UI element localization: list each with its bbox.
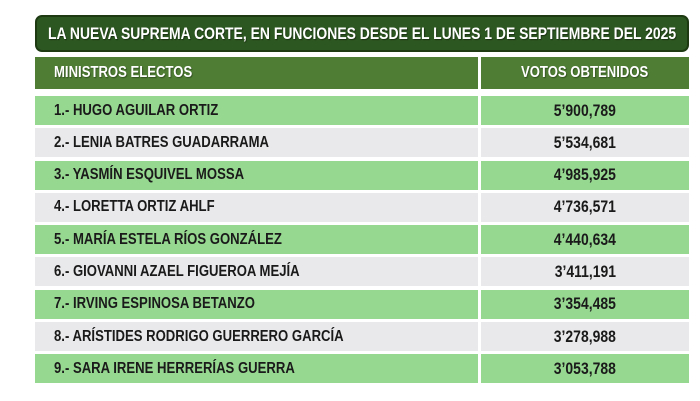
votes-cell: 4’985,925 bbox=[481, 160, 689, 190]
title-banner: LA NUEVA SUPREMA CORTE, EN FUNCIONES DES… bbox=[35, 15, 689, 52]
table-row: 5.- MARÍA ESTELA RÍOS GONZÁLEZ 4’440,634 bbox=[35, 225, 689, 255]
votes-cell: 5’900,789 bbox=[481, 96, 689, 125]
votes-value: 3’354,485 bbox=[553, 294, 617, 314]
table-row: 7.- IRVING ESPINOSA BETANZO 3’354,485 bbox=[35, 289, 689, 319]
table-row: 6.- GIOVANNI AZAEL FIGUEROA MEJÍA 3’411,… bbox=[35, 257, 689, 287]
votes-value: 3’411,191 bbox=[554, 261, 616, 281]
results-table: LA NUEVA SUPREMA CORTE, EN FUNCIONES DES… bbox=[35, 15, 689, 387]
minister-label: 9.- SARA IRENE HERRERÍAS GUERRA bbox=[54, 359, 295, 377]
header-votos-label: VOTOS OBTENIDOS bbox=[521, 64, 649, 81]
table-row: 2.- LENIA BATRES GUADARRAMA 5’534,681 bbox=[35, 128, 689, 158]
minister-label: 3.- YASMÍN ESQUIVEL MOSSA bbox=[54, 166, 245, 184]
header-ministros-electos: MINISTROS ELECTOS bbox=[35, 57, 478, 89]
table-row: 3.- YASMÍN ESQUIVEL MOSSA 4’985,925 bbox=[35, 160, 689, 190]
votes-cell: 5’534,681 bbox=[481, 128, 689, 158]
minister-label: 5.- MARÍA ESTELA RÍOS GONZÁLEZ bbox=[54, 230, 282, 248]
minister-cell: 8.- ARÍSTIDES RODRIGO GUERRERO GARCÍA bbox=[35, 322, 478, 352]
minister-label: 2.- LENIA BATRES GUADARRAMA bbox=[54, 133, 270, 151]
votes-cell: 3’053,788 bbox=[481, 354, 689, 384]
minister-cell: 2.- LENIA BATRES GUADARRAMA bbox=[35, 128, 478, 158]
votes-cell: 3’278,988 bbox=[481, 322, 689, 352]
votes-cell: 4’440,634 bbox=[481, 225, 689, 255]
votes-value: 5’900,789 bbox=[553, 100, 617, 120]
header-ministros-label: MINISTROS ELECTOS bbox=[54, 64, 193, 81]
votes-cell: 4’736,571 bbox=[481, 192, 689, 222]
header-votos-obtenidos: VOTOS OBTENIDOS bbox=[481, 57, 689, 89]
votes-value: 4’440,634 bbox=[553, 229, 617, 249]
minister-cell: 4.- LORETTA ORTIZ AHLF bbox=[35, 192, 478, 222]
minister-cell: 1.- HUGO AGUILAR ORTIZ bbox=[35, 96, 478, 125]
votes-value: 5’534,681 bbox=[553, 132, 617, 152]
minister-cell: 5.- MARÍA ESTELA RÍOS GONZÁLEZ bbox=[35, 225, 478, 255]
votes-value: 3’278,988 bbox=[553, 326, 617, 346]
votes-value: 3’053,788 bbox=[553, 358, 617, 378]
minister-label: 8.- ARÍSTIDES RODRIGO GUERRERO GARCÍA bbox=[54, 327, 344, 345]
table-body: 1.- HUGO AGUILAR ORTIZ 5’900,789 2.- LEN… bbox=[35, 96, 689, 384]
minister-cell: 7.- IRVING ESPINOSA BETANZO bbox=[35, 289, 478, 319]
votes-cell: 3’354,485 bbox=[481, 289, 689, 319]
minister-cell: 3.- YASMÍN ESQUIVEL MOSSA bbox=[35, 160, 478, 190]
minister-label: 4.- LORETTA ORTIZ AHLF bbox=[54, 198, 215, 216]
title-text: LA NUEVA SUPREMA CORTE, EN FUNCIONES DES… bbox=[47, 23, 677, 43]
table-row: 4.- LORETTA ORTIZ AHLF 4’736,571 bbox=[35, 192, 689, 222]
votes-value: 4’736,571 bbox=[553, 197, 617, 217]
table-row: 8.- ARÍSTIDES RODRIGO GUERRERO GARCÍA 3’… bbox=[35, 322, 689, 352]
votes-cell: 3’411,191 bbox=[481, 257, 689, 287]
minister-cell: 6.- GIOVANNI AZAEL FIGUEROA MEJÍA bbox=[35, 257, 478, 287]
votes-value: 4’985,925 bbox=[553, 165, 617, 185]
minister-label: 7.- IRVING ESPINOSA BETANZO bbox=[54, 295, 255, 313]
minister-cell: 9.- SARA IRENE HERRERÍAS GUERRA bbox=[35, 354, 478, 384]
minister-label: 6.- GIOVANNI AZAEL FIGUEROA MEJÍA bbox=[54, 262, 300, 280]
table-row: 9.- SARA IRENE HERRERÍAS GUERRA 3’053,78… bbox=[35, 354, 689, 384]
table-row: 1.- HUGO AGUILAR ORTIZ 5’900,789 bbox=[35, 96, 689, 125]
minister-label: 1.- HUGO AGUILAR ORTIZ bbox=[54, 101, 219, 119]
table-header: MINISTROS ELECTOS VOTOS OBTENIDOS bbox=[35, 57, 689, 89]
